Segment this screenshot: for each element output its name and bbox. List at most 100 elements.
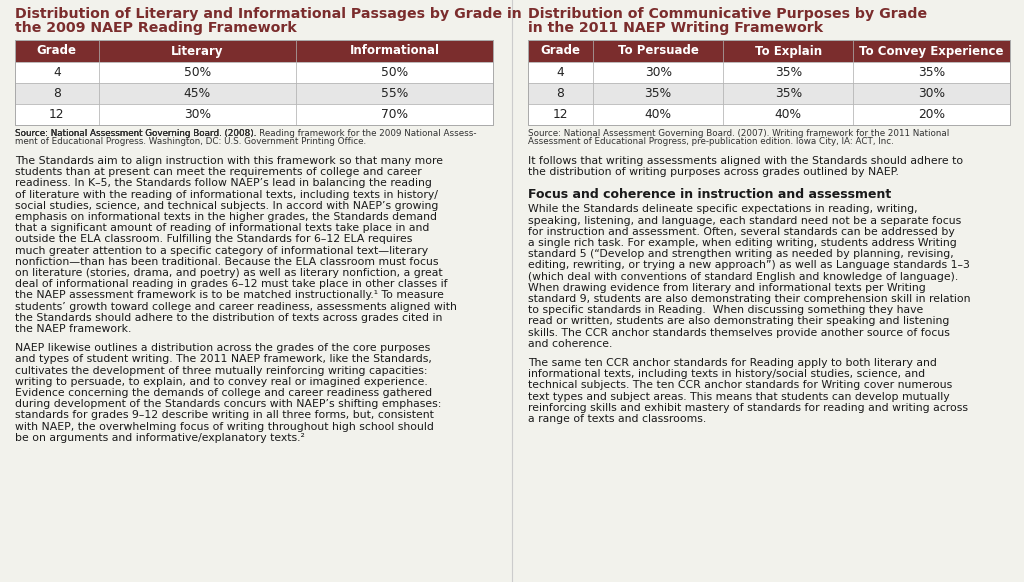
Text: 50%: 50% [183, 66, 211, 79]
Bar [528, 40, 1010, 125]
Text: editing, rewriting, or trying a new approach”) as well as Language standards 1–3: editing, rewriting, or trying a new appr… [528, 260, 970, 271]
Bar [98, 83, 296, 104]
Text: informational texts, including texts in history/social studies, science, and: informational texts, including texts in … [528, 369, 925, 379]
Bar [296, 62, 493, 83]
Text: To Convey Experience: To Convey Experience [859, 44, 1004, 58]
Text: standards for grades 9–12 describe writing in all three forms, but, consistent: standards for grades 9–12 describe writi… [15, 410, 434, 420]
Text: While the Standards delineate specific expectations in reading, writing,: While the Standards delineate specific e… [528, 204, 918, 214]
Text: 35%: 35% [919, 66, 945, 79]
Bar [593, 62, 723, 83]
Text: be on arguments and informative/explanatory texts.²: be on arguments and informative/explanat… [15, 433, 305, 443]
Bar [296, 40, 493, 62]
Text: students’ growth toward college and career readiness, assessments aligned with: students’ growth toward college and care… [15, 301, 457, 311]
Text: standard 5 (“Develop and strengthen writing as needed by planning, revising,: standard 5 (“Develop and strengthen writ… [528, 249, 953, 259]
Text: To Explain: To Explain [755, 44, 822, 58]
Bar [853, 104, 1010, 125]
Text: ment of Educational Progress. Washington, DC: U.S. Government Printing Office.: ment of Educational Progress. Washington… [15, 137, 367, 147]
Bar [98, 40, 296, 62]
Text: The Standards aim to align instruction with this framework so that many more: The Standards aim to align instruction w… [15, 156, 443, 166]
Bar [723, 104, 853, 125]
Bar [853, 83, 1010, 104]
Text: To Persuade: To Persuade [617, 44, 698, 58]
Text: the distribution of writing purposes across grades outlined by NAEP.: the distribution of writing purposes acr… [528, 167, 899, 177]
Text: technical subjects. The ten CCR anchor standards for Writing cover numerous: technical subjects. The ten CCR anchor s… [528, 381, 952, 391]
Text: 12: 12 [553, 108, 568, 121]
Text: Distribution of Literary and Informational Passages by Grade in: Distribution of Literary and Information… [15, 7, 522, 21]
Text: 4: 4 [53, 66, 60, 79]
Bar [15, 104, 98, 125]
Text: Literary: Literary [171, 44, 223, 58]
Bar [528, 83, 593, 104]
Text: to specific standards in Reading.  When discussing something they have: to specific standards in Reading. When d… [528, 305, 924, 315]
Text: (which deal with conventions of standard English and knowledge of language).: (which deal with conventions of standard… [528, 272, 958, 282]
Text: in the 2011 NAEP Writing Framework: in the 2011 NAEP Writing Framework [528, 21, 823, 35]
Bar [15, 40, 493, 125]
Bar [528, 40, 593, 62]
Text: Grade: Grade [541, 44, 581, 58]
Bar [15, 40, 98, 62]
Text: 50%: 50% [381, 66, 408, 79]
Text: 35%: 35% [644, 87, 672, 100]
Text: much greater attention to a specific category of informational text—literary: much greater attention to a specific cat… [15, 246, 428, 255]
Bar [296, 104, 493, 125]
Bar [296, 83, 493, 104]
Text: text types and subject areas. This means that students can develop mutually: text types and subject areas. This means… [528, 392, 949, 402]
Text: 8: 8 [557, 87, 564, 100]
Text: read or written, students are also demonstrating their speaking and listening: read or written, students are also demon… [528, 317, 949, 327]
Text: the Standards should adhere to the distribution of texts across grades cited in: the Standards should adhere to the distr… [15, 313, 442, 323]
Text: 35%: 35% [775, 66, 802, 79]
Text: Source: National Assessment Governing Board. (2008). Reading framework for the 2: Source: National Assessment Governing Bo… [15, 129, 476, 138]
Text: speaking, listening, and language, each standard need not be a separate focus: speaking, listening, and language, each … [528, 215, 962, 226]
Text: 55%: 55% [381, 87, 408, 100]
Text: It follows that writing assessments aligned with the Standards should adhere to: It follows that writing assessments alig… [528, 156, 964, 166]
Bar [15, 62, 98, 83]
Text: 12: 12 [49, 108, 65, 121]
Text: the 2009 NAEP Reading Framework: the 2009 NAEP Reading Framework [15, 21, 297, 35]
Text: 40%: 40% [645, 108, 672, 121]
Bar [528, 62, 593, 83]
Text: during development of the Standards concurs with NAEP’s shifting emphases:: during development of the Standards conc… [15, 399, 441, 409]
Bar [723, 40, 853, 62]
Text: standard 9, students are also demonstrating their comprehension skill in relatio: standard 9, students are also demonstrat… [528, 294, 971, 304]
Bar [723, 62, 853, 83]
Text: writing to persuade, to explain, and to convey real or imagined experience.: writing to persuade, to explain, and to … [15, 377, 428, 387]
Text: Source: National Assessment Governing Board. (2007). Writing framework for the 2: Source: National Assessment Governing Bo… [528, 129, 949, 138]
Text: Assessment of Educational Progress, pre-publication edition. Iowa City, IA: ACT,: Assessment of Educational Progress, pre-… [528, 137, 894, 147]
Bar [15, 83, 98, 104]
Text: cultivates the development of three mutually reinforcing writing capacities:: cultivates the development of three mutu… [15, 365, 427, 375]
Text: outside the ELA classroom. Fulfilling the Standards for 6–12 ELA requires: outside the ELA classroom. Fulfilling th… [15, 235, 413, 244]
Text: students than at present can meet the requirements of college and career: students than at present can meet the re… [15, 167, 422, 177]
Text: of literature with the reading of informational texts, including texts in histor: of literature with the reading of inform… [15, 190, 438, 200]
Text: 30%: 30% [183, 108, 211, 121]
Text: Informational: Informational [349, 44, 439, 58]
Text: The same ten CCR anchor standards for Reading apply to both literary and: The same ten CCR anchor standards for Re… [528, 358, 937, 368]
Text: When drawing evidence from literary and informational texts per Writing: When drawing evidence from literary and … [528, 283, 926, 293]
Bar [853, 62, 1010, 83]
Bar [853, 40, 1010, 62]
Text: NAEP likewise outlines a distribution across the grades of the core purposes: NAEP likewise outlines a distribution ac… [15, 343, 430, 353]
Text: Source: National Assessment Governing Board. (2008).: Source: National Assessment Governing Bo… [15, 129, 259, 138]
Text: Distribution of Communicative Purposes by Grade: Distribution of Communicative Purposes b… [528, 7, 927, 21]
Text: on literature (stories, drama, and poetry) as well as literary nonfiction, a gre: on literature (stories, drama, and poetr… [15, 268, 442, 278]
Text: and coherence.: and coherence. [528, 339, 612, 349]
Bar [528, 104, 593, 125]
Text: 45%: 45% [183, 87, 211, 100]
Bar [593, 83, 723, 104]
Text: a single rich task. For example, when editing writing, students address Writing: a single rich task. For example, when ed… [528, 238, 956, 248]
Text: with NAEP, the overwhelming focus of writing throughout high school should: with NAEP, the overwhelming focus of wri… [15, 421, 434, 432]
Text: the NAEP framework.: the NAEP framework. [15, 324, 131, 334]
Text: 4: 4 [557, 66, 564, 79]
Text: Grade: Grade [37, 44, 77, 58]
Text: 70%: 70% [381, 108, 408, 121]
Text: 30%: 30% [645, 66, 672, 79]
Text: that a significant amount of reading of informational texts take place in and: that a significant amount of reading of … [15, 223, 429, 233]
Text: for instruction and assessment. Often, several standards can be addressed by: for instruction and assessment. Often, s… [528, 227, 954, 237]
Text: readiness. In K–5, the Standards follow NAEP’s lead in balancing the reading: readiness. In K–5, the Standards follow … [15, 179, 432, 189]
Bar [723, 83, 853, 104]
Text: emphasis on informational texts in the higher grades, the Standards demand: emphasis on informational texts in the h… [15, 212, 437, 222]
Text: nonfiction—than has been traditional. Because the ELA classroom must focus: nonfiction—than has been traditional. Be… [15, 257, 438, 267]
Text: reinforcing skills and exhibit mastery of standards for reading and writing acro: reinforcing skills and exhibit mastery o… [528, 403, 968, 413]
Text: social studies, science, and technical subjects. In accord with NAEP’s growing: social studies, science, and technical s… [15, 201, 438, 211]
Text: 40%: 40% [775, 108, 802, 121]
Text: Focus and coherence in instruction and assessment: Focus and coherence in instruction and a… [528, 189, 891, 201]
